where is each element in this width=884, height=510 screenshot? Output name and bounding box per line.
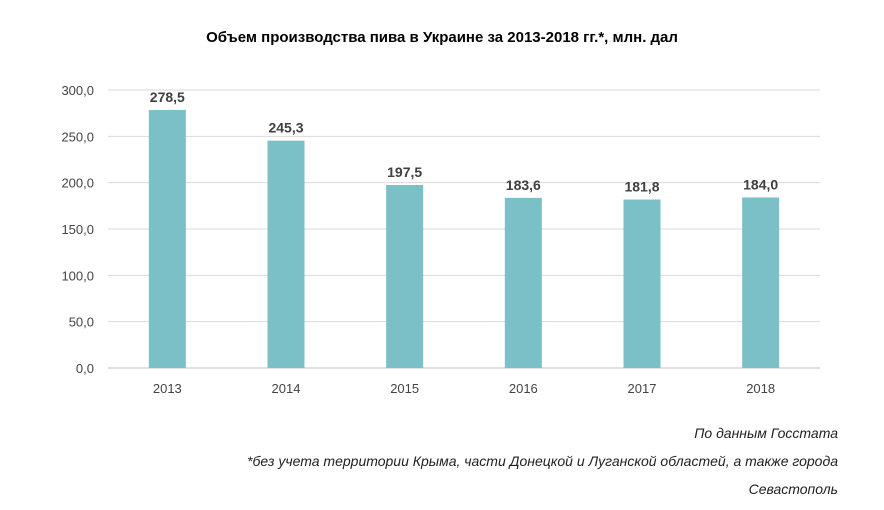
data-label-2013: 278,5 bbox=[150, 89, 185, 105]
y-tick-label: 300,0 bbox=[61, 83, 94, 98]
footnote-line-1: *без учета территории Крыма, части Донец… bbox=[247, 453, 838, 469]
x-tick-label-2014: 2014 bbox=[272, 381, 301, 396]
x-tick-label-2017: 2017 bbox=[628, 381, 657, 396]
y-tick-label: 200,0 bbox=[61, 176, 94, 191]
y-tick-label: 250,0 bbox=[61, 129, 94, 144]
x-tick-label-2013: 2013 bbox=[153, 381, 182, 396]
gridlines bbox=[108, 89, 820, 369]
data-labels: 278,5 245,3 197,5 183,6 181,8 184,0 bbox=[150, 89, 779, 195]
data-label-2015: 197,5 bbox=[387, 164, 422, 180]
bar-2015 bbox=[386, 184, 424, 368]
y-tick-label: 0,0 bbox=[76, 361, 94, 376]
x-tick-label-2018: 2018 bbox=[746, 381, 775, 396]
y-tick-label: 50,0 bbox=[69, 315, 94, 330]
data-label-2018: 184,0 bbox=[743, 176, 778, 192]
data-label-2014: 245,3 bbox=[268, 120, 303, 136]
x-axis: 2013 2014 2015 2016 2017 2018 bbox=[153, 381, 775, 396]
chart-notes: По данным Госстата *без учета территории… bbox=[38, 419, 838, 503]
data-label-2016: 183,6 bbox=[506, 177, 541, 193]
bar-2016 bbox=[504, 197, 542, 368]
chart-title: Объем производства пива в Украине за 201… bbox=[206, 29, 678, 46]
y-axis: 0,0 50,0 100,0 150,0 200,0 250,0 300,0 bbox=[61, 83, 94, 376]
bars bbox=[148, 109, 780, 368]
x-tick-label-2015: 2015 bbox=[390, 381, 419, 396]
data-label-2017: 181,8 bbox=[624, 179, 659, 195]
bar-2014 bbox=[267, 140, 305, 368]
bar-2018 bbox=[742, 197, 780, 368]
x-tick-label-2016: 2016 bbox=[509, 381, 538, 396]
bar-2017 bbox=[623, 199, 661, 368]
y-tick-label: 100,0 bbox=[61, 268, 94, 283]
source-note: По данным Госстата bbox=[694, 425, 838, 441]
y-tick-label: 150,0 bbox=[61, 222, 94, 237]
bar-chart: 0,0 50,0 100,0 150,0 200,0 250,0 300,0 278,5 24… bbox=[61, 83, 820, 396]
footnote-line-2: Севастополь bbox=[748, 481, 838, 497]
bar-2013 bbox=[148, 109, 186, 368]
